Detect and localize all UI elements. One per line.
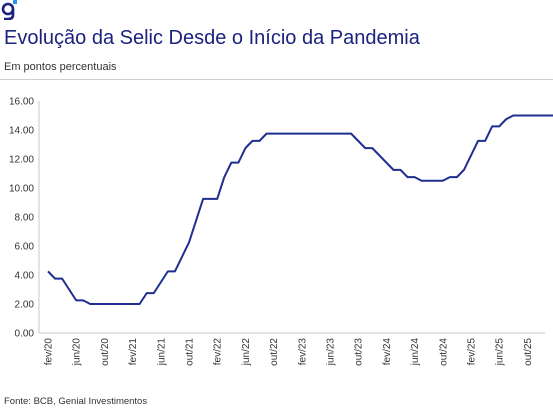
chart-title: Evolução da Selic Desde o Início da Pand…	[4, 27, 420, 49]
x-axis-ticks: fev/20 jun/20 out/20 fev/21 jun/21 out/21 fev/…	[44, 338, 534, 367]
x-tick-label: out/20	[100, 338, 111, 366]
x-tick-label: fev/25	[467, 338, 478, 366]
x-tick-label: out/22	[269, 338, 280, 366]
selic-line-chart: 0.00 2.00 4.00 6.00 8.00 10.00 12.00 14.00 16.00…	[9, 97, 553, 367]
y-tick-label: 16.00	[9, 97, 34, 108]
source-note: Fonte: BCB, Genial Investimentos	[4, 396, 148, 407]
x-tick-label: out/24	[438, 338, 449, 366]
y-tick-label: 2.00	[15, 300, 35, 311]
x-tick-label: fev/20	[44, 338, 55, 366]
chart-subtitle: Em pontos percentuais	[4, 61, 117, 73]
x-tick-label: out/23	[354, 338, 365, 366]
x-tick-label: jun/20	[72, 338, 83, 367]
x-tick-label: fev/23	[297, 338, 308, 366]
x-tick-label: fev/21	[128, 338, 139, 366]
x-tick-label: jun/22	[241, 338, 252, 367]
x-tick-label: out/21	[185, 338, 196, 366]
header-divider	[0, 79, 553, 80]
y-tick-label: 6.00	[15, 242, 35, 253]
x-tick-label: jun/25	[495, 338, 506, 367]
x-tick-label: jun/24	[410, 338, 421, 367]
genial-logo-icon	[1, 0, 17, 20]
x-tick-label: out/25	[523, 338, 534, 366]
selic-series-line	[47, 114, 553, 305]
y-tick-label: 8.00	[15, 213, 35, 224]
x-tick-label: fev/22	[213, 338, 224, 366]
x-tick-label: jun/23	[326, 338, 337, 367]
y-axis-ticks: 0.00 2.00 4.00 6.00 8.00 10.00 12.00 14.00 16.00	[9, 97, 34, 340]
x-tick-label: jun/21	[156, 338, 167, 367]
y-tick-label: 4.00	[15, 271, 35, 282]
x-tick-label: fev/24	[382, 338, 393, 366]
y-tick-label: 12.00	[9, 155, 34, 166]
y-tick-label: 14.00	[9, 126, 34, 137]
series-group	[47, 114, 553, 305]
y-tick-label: 10.00	[9, 184, 34, 195]
y-tick-label: 0.00	[15, 329, 35, 340]
